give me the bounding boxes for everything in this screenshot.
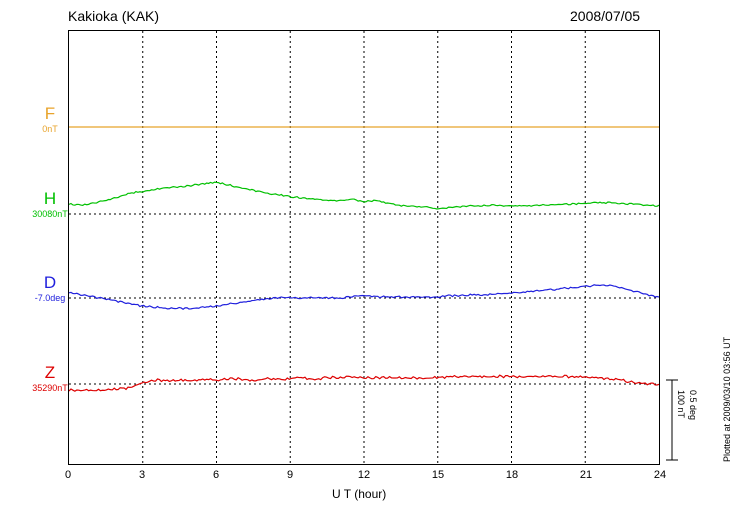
x-tick-0: 0 <box>64 469 72 481</box>
page-title: Kakioka (KAK) <box>68 8 160 24</box>
component-value-D: -7.0deg <box>34 293 66 303</box>
component-value-Z: 35290nT <box>32 383 68 393</box>
component-value-H: 30080nT <box>32 209 68 219</box>
x-tick-12: 12 <box>357 469 371 481</box>
component-value-F: 0nT <box>42 124 58 134</box>
x-tick-24: 24 <box>653 469 667 481</box>
x-axis-title: U T (hour) <box>332 487 387 501</box>
scale-label-deg: 0.5 deg <box>688 390 698 421</box>
component-letter-D: D <box>43 273 57 292</box>
x-tick-3: 3 <box>138 469 146 481</box>
component-letter-Z: Z <box>44 363 56 382</box>
scale-label-nt: 100 nT <box>676 390 686 419</box>
x-tick-6: 6 <box>212 469 220 481</box>
trace-Z <box>69 374 659 392</box>
chart-date: 2008/07/05 <box>570 8 641 24</box>
scale-bar-graphic <box>666 379 678 461</box>
x-tick-18: 18 <box>505 469 519 481</box>
component-label-F: F 0nT <box>20 105 80 135</box>
x-tick-15: 15 <box>431 469 445 481</box>
plot-svg <box>69 31 659 464</box>
plot-area <box>68 30 660 465</box>
x-tick-9: 9 <box>286 469 294 481</box>
component-letter-F: F <box>44 104 56 123</box>
component-label-D: D -7.0deg <box>20 274 80 304</box>
x-tick-21: 21 <box>579 469 593 481</box>
trace-D <box>69 284 659 311</box>
plotted-timestamp: Plotted at 2009/03/10 03:56 UT <box>722 336 730 462</box>
component-letter-H: H <box>43 189 57 208</box>
component-label-Z: Z 35290nT <box>20 364 80 394</box>
scale-bar <box>664 338 700 468</box>
trace-H <box>69 181 659 210</box>
component-label-H: H 30080nT <box>20 190 80 220</box>
